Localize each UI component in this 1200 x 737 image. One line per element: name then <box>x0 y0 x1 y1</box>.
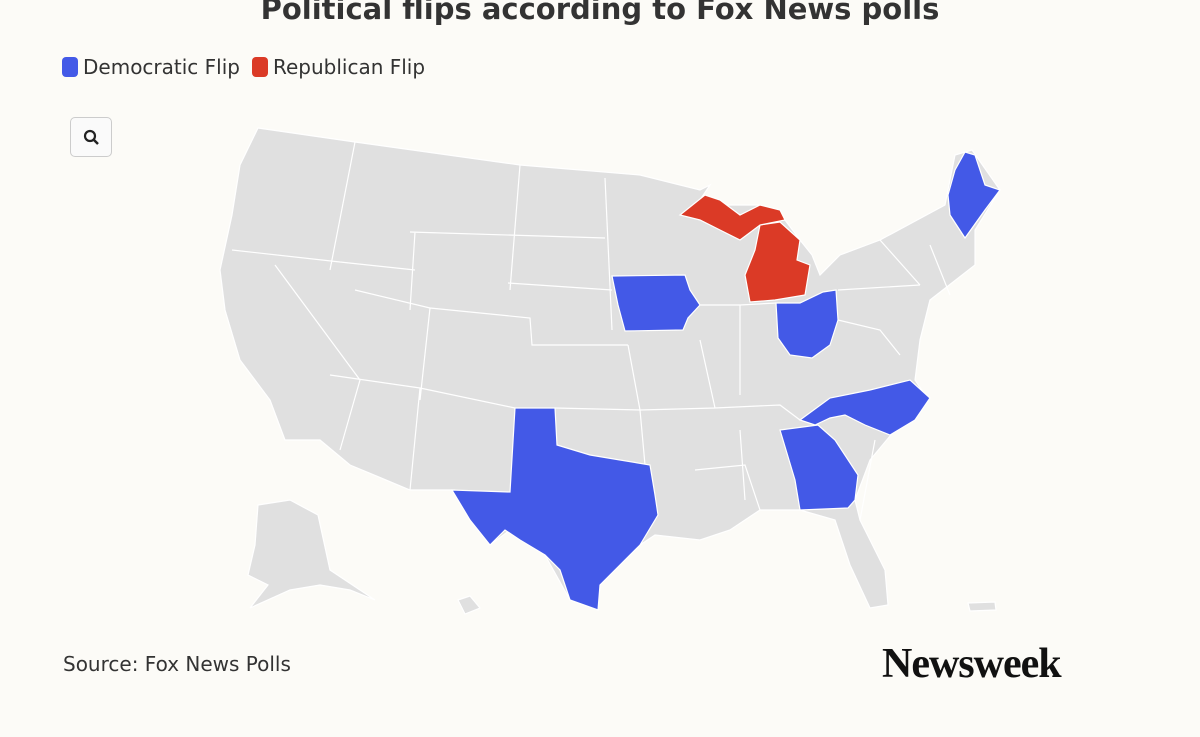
alaska <box>247 499 376 609</box>
source: Source: Fox News Polls <box>63 652 291 676</box>
puerto-rico <box>967 601 997 612</box>
maine <box>947 151 1001 240</box>
state-borders <box>231 141 951 521</box>
north-carolina <box>798 379 931 436</box>
legend-label: Republican Flip <box>272 55 426 79</box>
title: Political flips according to Fox News po… <box>260 0 940 26</box>
zoom-search-button[interactable] <box>70 117 112 157</box>
brand-logo: Newsweek <box>882 641 1062 687</box>
legend-item: Democratic Flip <box>62 55 240 79</box>
michigan-lower <box>744 221 811 303</box>
legend: Democratic Flip Republican Flip <box>62 55 425 79</box>
michigan-upper <box>678 194 786 241</box>
legend-label: Democratic Flip <box>83 55 240 79</box>
legend-item: Republican Flip <box>251 55 426 79</box>
iowa <box>611 274 701 332</box>
search-icon <box>83 129 99 145</box>
legend-swatch <box>62 57 78 77</box>
legend-swatch <box>251 57 268 77</box>
georgia <box>779 424 859 511</box>
texas <box>450 407 659 611</box>
ohio <box>775 289 839 359</box>
hawaii <box>457 595 481 615</box>
